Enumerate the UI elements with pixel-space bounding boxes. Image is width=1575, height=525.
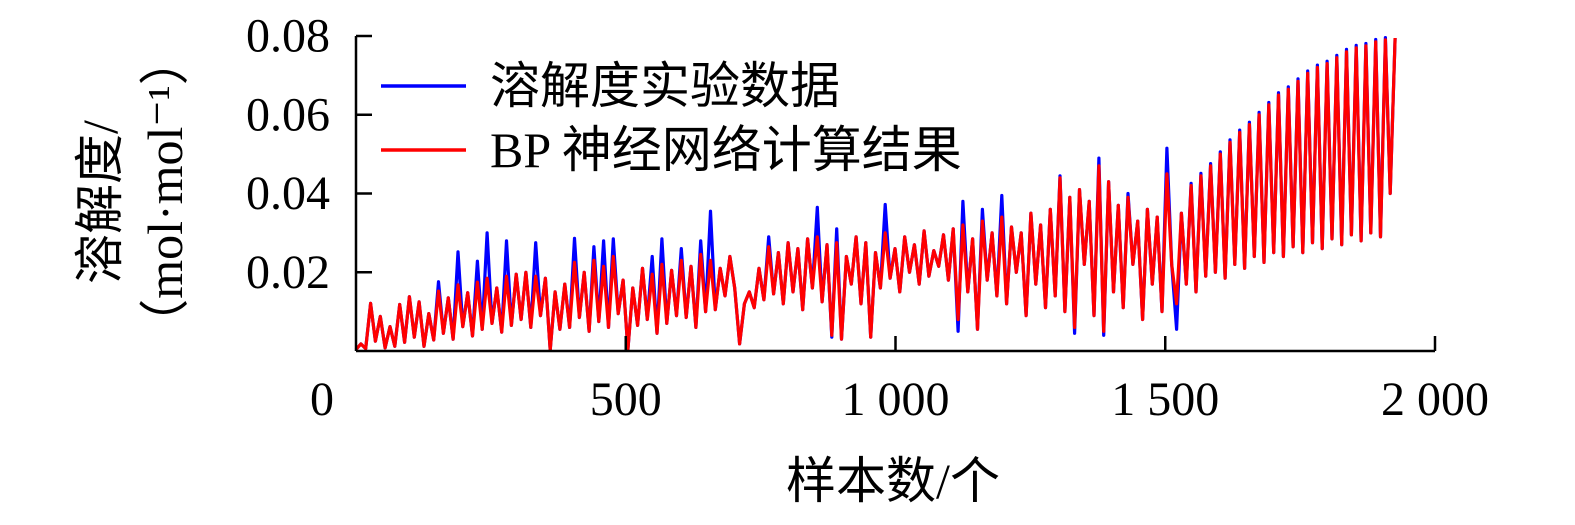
series-line-bp-network-result (354, 37, 1397, 352)
x-tick-label: 2 000 (1381, 373, 1489, 426)
legend-label-bp-network-result: BP 神经网络计算结果 (490, 122, 962, 178)
x-tick-label: 1 500 (1111, 373, 1219, 426)
x-tick-label: 500 (590, 373, 662, 426)
x-tick-label: 1 000 (842, 373, 950, 426)
x-tick-label: 0 (310, 373, 334, 426)
y-axis-unit-label: （mol·mol⁻¹） (137, 35, 193, 349)
legend: 溶解度实验数据 BP 神经网络计算结果 (381, 58, 962, 178)
y-tick-label: 0.04 (246, 167, 330, 220)
legend-label-experimental-data: 溶解度实验数据 (490, 58, 840, 114)
x-axis-label: 样本数/个 (786, 453, 1000, 509)
x-axis-ticks: 0 500 1 000 1 500 2 000 (310, 336, 1489, 426)
y-axis-label: 溶解度/ (72, 120, 128, 284)
plot-series (354, 36, 1397, 352)
y-tick-label: 0.06 (246, 88, 330, 141)
y-tick-label: 0.08 (246, 10, 330, 63)
y-axis-ticks: 0.02 0.04 0.06 0.08 (246, 10, 372, 299)
y-tick-label: 0.02 (246, 246, 330, 299)
